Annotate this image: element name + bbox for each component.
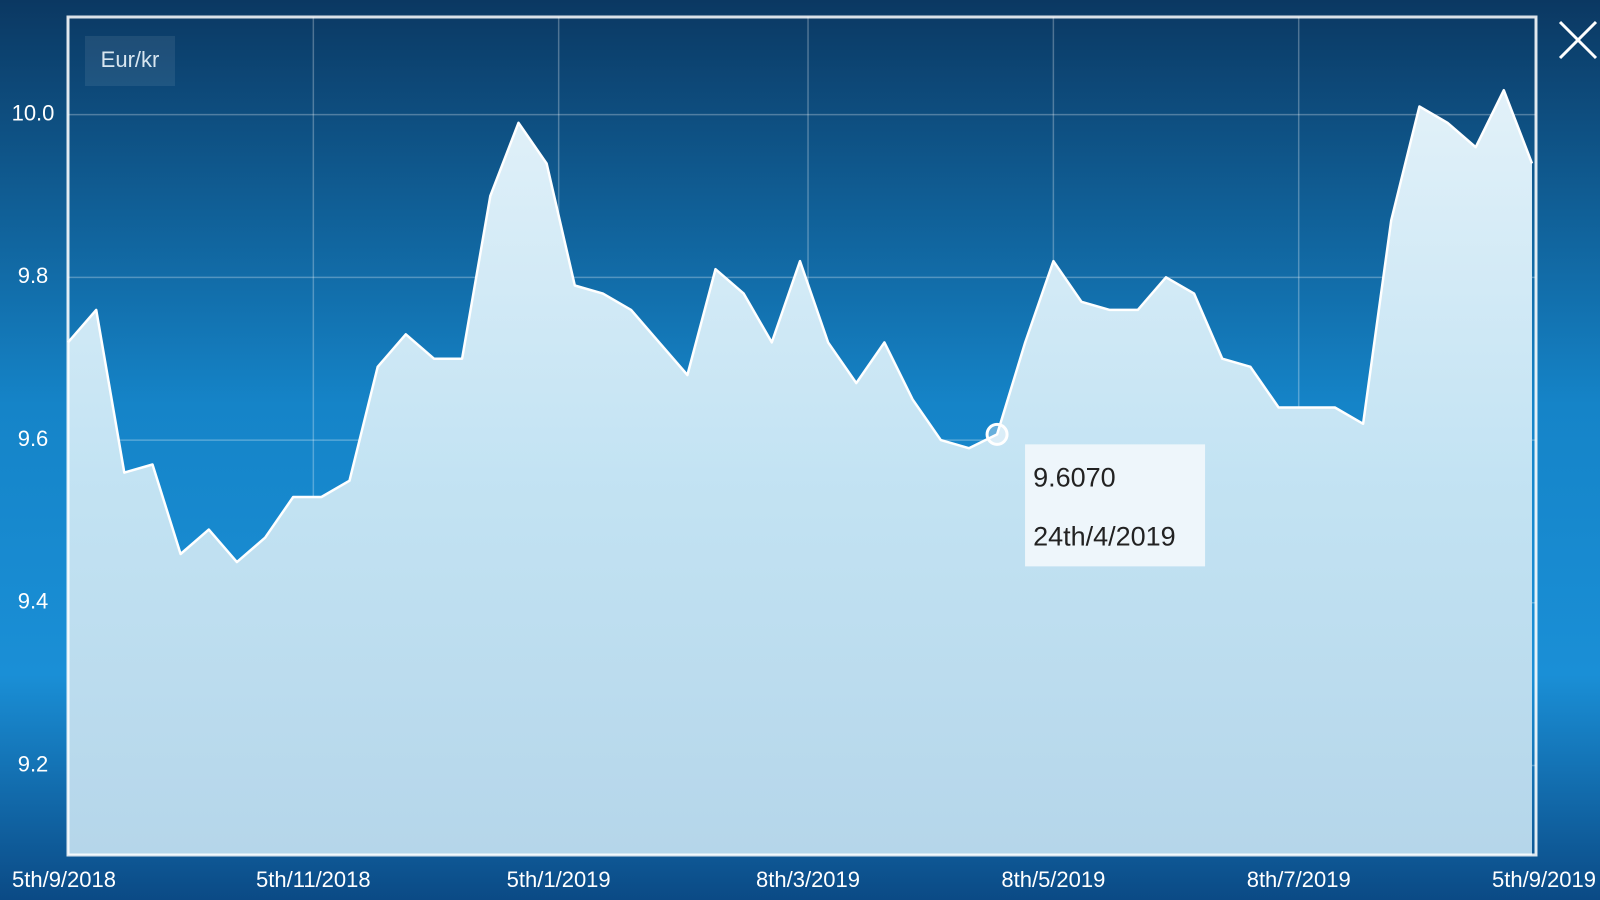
tooltip-value: 9.6070: [1033, 462, 1116, 492]
plot-area: 9.2 9.4 9.6 9.8 10.0 5th/9/2018 5th/11/2018 5th…: [12, 15, 1596, 892]
y-tick-label: 10.0: [12, 100, 55, 125]
x-tick-label: 5th/9/2019: [1492, 867, 1596, 892]
x-tick-label: 8th/5/2019: [1001, 867, 1105, 892]
x-tick-label: 8th/7/2019: [1247, 867, 1351, 892]
legend-label: Eur/kr: [101, 47, 160, 72]
y-tick-label: 9.8: [18, 263, 49, 288]
area: [68, 90, 1532, 855]
x-tick-label: 5th/11/2018: [256, 867, 371, 892]
tooltip-date: 24th/4/2019: [1033, 521, 1176, 551]
y-tick-label: 9.2: [18, 751, 49, 776]
x-tick-label: 5th/1/2019: [507, 867, 611, 892]
tooltip-marker: [985, 422, 1009, 446]
y-tick-label: 9.6: [18, 426, 49, 451]
line: [67, 88, 1534, 564]
x-tick-label: 5th/9/2018: [12, 867, 116, 892]
plot-border: [66, 15, 1538, 857]
x-tick-label: 8th/3/2019: [756, 867, 860, 892]
legend-box: [85, 36, 175, 86]
y-tick-label: 9.4: [18, 589, 49, 614]
tooltip-box: [1025, 444, 1206, 567]
close-button[interactable]: [1558, 20, 1598, 60]
